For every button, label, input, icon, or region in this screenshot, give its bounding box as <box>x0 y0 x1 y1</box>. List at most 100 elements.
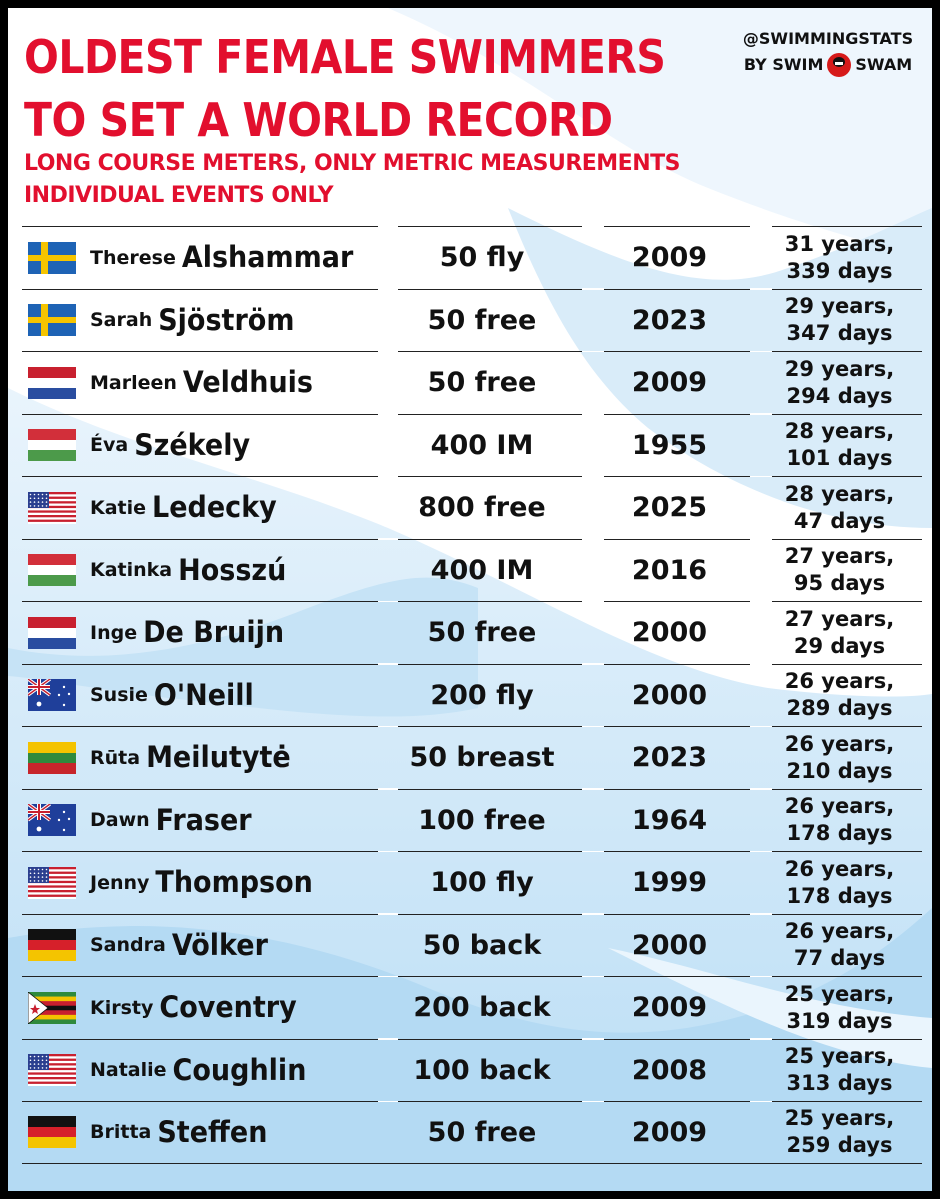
age-years: 25 years, <box>784 981 895 1006</box>
year-cell: 2009 <box>631 1116 708 1148</box>
age-cell: 28 years, 101 days <box>757 418 922 472</box>
year-cell: 2008 <box>631 1054 708 1086</box>
zimbabwe-flag-icon <box>28 991 76 1024</box>
event-cell: 50 free <box>427 1116 537 1148</box>
table-row: Katinka Hosszú 400 IM 2016 27 years, 95 … <box>22 538 922 602</box>
swimmer-first-name: Britta <box>90 1121 152 1144</box>
event-cell: 100 fly <box>430 867 534 899</box>
year-cell: 2000 <box>631 679 708 711</box>
age-cell: 26 years, 178 days <box>757 856 922 910</box>
year-cell: 1955 <box>631 429 708 461</box>
row-divider-gap <box>750 1038 772 1040</box>
age-years: 26 years, <box>784 919 895 944</box>
age-cell: 29 years, 347 days <box>757 293 922 347</box>
age-days: 289 days <box>786 696 893 721</box>
swimmer-logo-icon <box>827 53 852 77</box>
row-divider-gap <box>378 663 398 665</box>
age-cell: 28 years, 47 days <box>757 481 922 535</box>
row-divider-gap <box>378 1038 398 1040</box>
row-divider-gap <box>582 663 604 665</box>
table-row: Sarah Sjöström 50 free 2023 29 years, 34… <box>22 288 922 352</box>
swimmer-first-name: Katie <box>90 496 147 519</box>
table-row: Therese Alshammar 50 fly 2009 31 years, … <box>22 225 922 289</box>
brand-logo: @SWIMMINGSTATS BY SWIM SWAM <box>738 26 918 78</box>
australia-flag-icon <box>28 679 76 712</box>
row-divider-gap <box>750 413 772 415</box>
swimmer-last-name: De Bruijn <box>143 615 285 650</box>
swimmer-last-name: Coughlin <box>172 1053 307 1088</box>
age-years: 26 years, <box>784 669 895 694</box>
age-days: 178 days <box>786 883 893 908</box>
swimmer-first-name: Sandra <box>90 934 166 957</box>
age-years: 29 years, <box>784 294 895 319</box>
row-divider-gap <box>582 538 604 540</box>
row-divider-gap <box>582 725 604 727</box>
year-cell: 1999 <box>631 867 708 899</box>
row-divider-gap <box>582 850 604 852</box>
age-days: 77 days <box>793 946 886 971</box>
row-divider-gap <box>750 725 772 727</box>
row-divider-gap <box>582 788 604 790</box>
row-divider-gap <box>582 1100 604 1102</box>
age-years: 26 years, <box>784 731 895 756</box>
brand-swam: SWAM <box>855 55 913 74</box>
swimmer-first-name: Marleen <box>90 371 177 394</box>
germany-flag-icon <box>28 929 76 962</box>
age-days: 210 days <box>786 758 893 783</box>
age-cell: 26 years, 77 days <box>757 918 922 972</box>
netherlands-flag-icon <box>28 366 76 399</box>
event-cell: 50 breast <box>409 742 555 774</box>
age-years: 28 years, <box>784 481 895 506</box>
swimmer-last-name: Meilutytė <box>146 740 291 775</box>
year-cell: 2016 <box>631 554 708 586</box>
swimmer-cell: Natalie Coughlin <box>22 1040 377 1102</box>
row-divider-gap <box>582 350 604 352</box>
row-divider-gap <box>750 475 772 477</box>
swimmer-first-name: Kirsty <box>90 996 154 1019</box>
usa-flag-icon <box>28 1054 76 1087</box>
year-cell: 2000 <box>631 617 708 649</box>
swimmer-cell: Susie O'Neill <box>22 665 377 727</box>
netherlands-flag-icon <box>28 616 76 649</box>
event-cell: 800 free <box>418 492 546 524</box>
row-divider-gap <box>378 913 398 915</box>
table-row: Britta Steffen 50 free 2009 25 years, 25… <box>22 1100 922 1164</box>
age-days: 339 days <box>786 258 893 283</box>
age-years: 26 years, <box>784 856 895 881</box>
table-row: Katie Ledecky 800 free 2025 28 years, 47… <box>22 475 922 539</box>
germany-flag-icon <box>28 1116 76 1149</box>
swimmer-cell: Kirsty Coventry <box>22 977 377 1039</box>
table-row: Marleen Veldhuis 50 free 2009 29 years, … <box>22 350 922 414</box>
year-cell: 2009 <box>631 367 708 399</box>
age-days: 101 days <box>786 446 893 471</box>
swimmer-first-name: Natalie <box>90 1059 167 1082</box>
row-divider-gap <box>378 350 398 352</box>
brand-handle: @SWIMMINGSTATS <box>742 29 914 48</box>
year-cell: 2009 <box>631 242 708 274</box>
title-line-1: OLDEST FEMALE SWIMMERS <box>24 30 666 85</box>
age-cell: 29 years, 294 days <box>757 356 922 410</box>
table-row: Susie O'Neill 200 fly 2000 26 years, 289… <box>22 663 922 727</box>
row-divider-gap <box>378 600 398 602</box>
event-cell: 50 free <box>427 617 537 649</box>
age-cell: 25 years, 259 days <box>757 1105 922 1159</box>
table-row: Kirsty Coventry 200 back 2009 25 years, … <box>22 975 922 1039</box>
swimmer-cell: Britta Steffen <box>22 1102 377 1163</box>
row-divider-gap <box>378 413 398 415</box>
table-row: Natalie Coughlin 100 back 2008 25 years,… <box>22 1038 922 1102</box>
swimmer-last-name: O'Neill <box>153 678 254 713</box>
age-years: 25 years, <box>784 1044 895 1069</box>
usa-flag-icon <box>28 491 76 524</box>
swimmer-cell: Inge De Bruijn <box>22 602 377 664</box>
event-cell: 100 back <box>413 1054 551 1086</box>
event-cell: 400 IM <box>430 554 534 586</box>
age-cell: 26 years, 289 days <box>757 668 922 722</box>
age-days: 95 days <box>793 571 886 596</box>
swimmer-first-name: Rūta <box>90 746 141 769</box>
sweden-flag-icon <box>28 304 76 337</box>
swimmer-cell: Sarah Sjöström <box>22 290 377 352</box>
year-cell: 2025 <box>631 492 708 524</box>
event-cell: 50 free <box>427 304 537 336</box>
year-cell: 2009 <box>631 992 708 1024</box>
table-row: Jenny Thompson 100 fly 1999 26 years, 17… <box>22 850 922 914</box>
